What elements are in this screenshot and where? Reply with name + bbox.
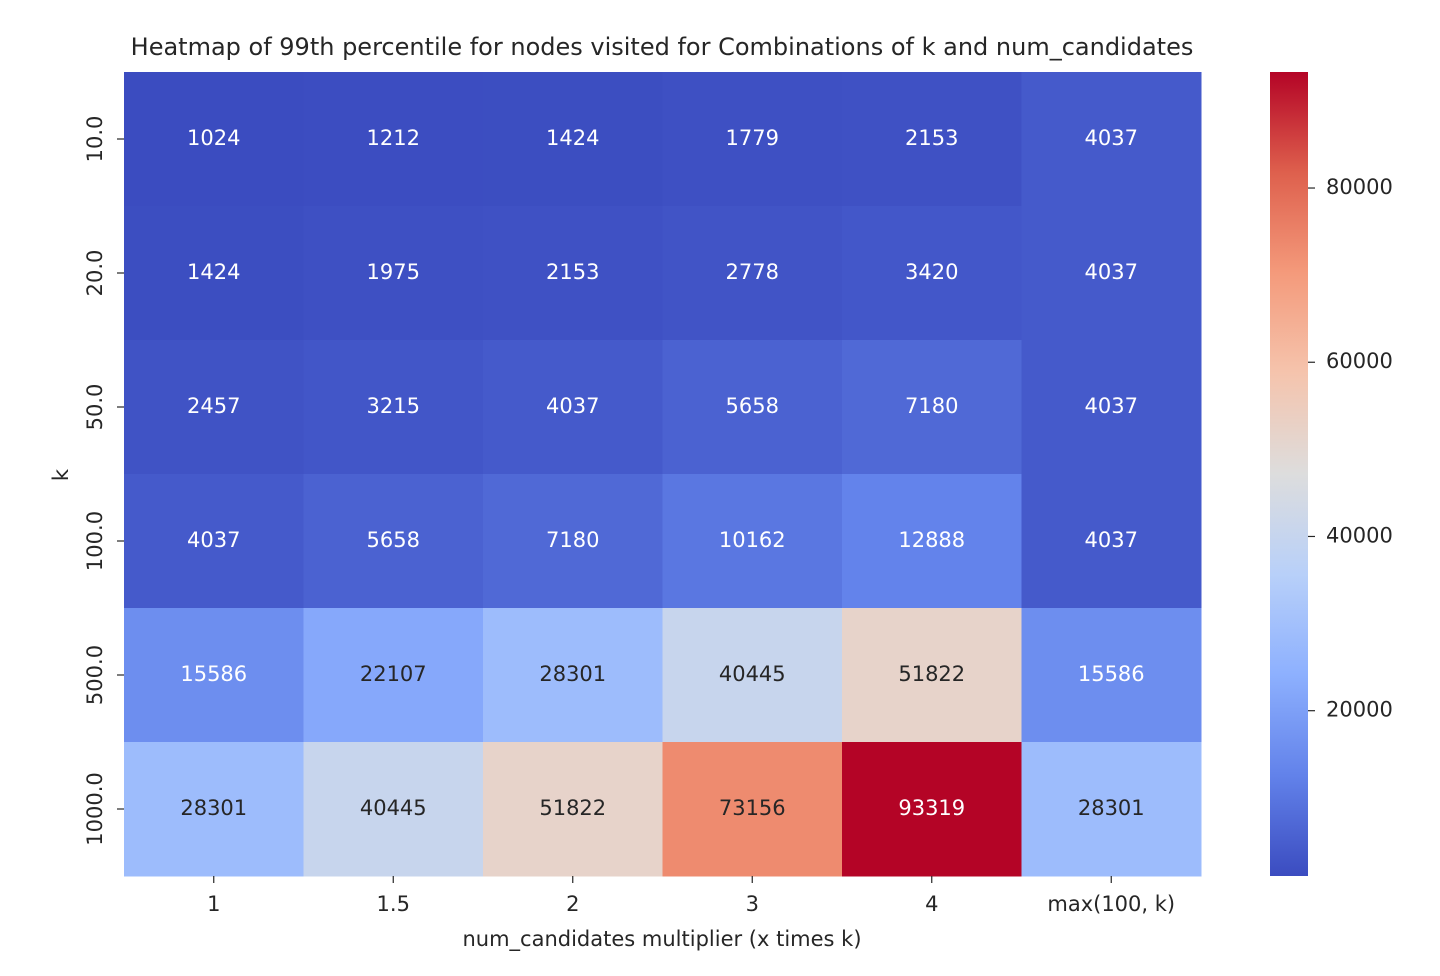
cell-label: 2778 <box>726 260 779 284</box>
heatmap-cell <box>124 72 304 207</box>
heatmap-cell <box>124 742 304 877</box>
cell-label: 28301 <box>539 662 606 686</box>
x-tick-label: max(100, k) <box>1047 892 1175 916</box>
heatmap-cell <box>303 72 484 207</box>
heatmap-cell <box>842 608 1022 743</box>
cell-label: 3215 <box>367 394 420 418</box>
heatmap-cell <box>303 206 484 341</box>
cell-label: 3420 <box>905 260 958 284</box>
heatmap-cell <box>1021 206 1202 341</box>
heatmap-cell <box>483 206 663 341</box>
heatmap-cell <box>662 340 843 475</box>
heatmap-cell <box>303 474 484 609</box>
cell-label: 40445 <box>719 662 786 686</box>
cell-label: 12888 <box>898 528 965 552</box>
cell-label: 1024 <box>187 126 240 150</box>
heatmap-cell <box>124 474 304 609</box>
heatmap-cell <box>483 72 663 207</box>
cell-label: 15586 <box>180 662 247 686</box>
cell-label: 7180 <box>905 394 958 418</box>
heatmap-cell <box>1021 608 1202 743</box>
colorbar <box>1270 72 1308 876</box>
cell-label: 4037 <box>1085 394 1138 418</box>
cell-label: 1424 <box>546 126 599 150</box>
heatmap-cell <box>483 474 663 609</box>
heatmap-cell <box>1021 340 1202 475</box>
heatmap-cell <box>842 72 1022 207</box>
cell-label: 7180 <box>546 528 599 552</box>
heatmap-cell <box>483 340 663 475</box>
x-tick-label: 4 <box>925 892 938 916</box>
cell-label: 28301 <box>1078 796 1145 820</box>
heatmap-cell <box>662 474 843 609</box>
y-tick-label: 10.0 <box>83 116 107 163</box>
cell-label: 15586 <box>1078 662 1145 686</box>
heatmap-cell <box>662 206 843 341</box>
heatmap-cell <box>842 742 1022 877</box>
heatmap-cell <box>483 608 663 743</box>
y-axis-label: k <box>49 468 73 481</box>
x-axis-label: num_candidates multiplier (x times k) <box>462 927 861 952</box>
heatmap-cell <box>303 340 484 475</box>
heatmap-cell <box>483 742 663 877</box>
x-tick-label: 1 <box>207 892 220 916</box>
heatmap-cell <box>1021 72 1202 207</box>
cell-label: 10162 <box>719 528 786 552</box>
cell-label: 1212 <box>367 126 420 150</box>
colorbar-tick-label: 80000 <box>1326 175 1393 199</box>
heatmap-cell <box>1021 474 1202 609</box>
x-tick-label: 2 <box>566 892 579 916</box>
heatmap-cell <box>662 608 843 743</box>
heatmap-cell <box>662 72 843 207</box>
cell-label: 51822 <box>539 796 606 820</box>
x-tick-label: 3 <box>746 892 759 916</box>
colorbar-tick-label: 40000 <box>1326 523 1393 547</box>
cell-label: 2153 <box>546 260 599 284</box>
cell-label: 4037 <box>1085 260 1138 284</box>
heatmap-cell <box>842 340 1022 475</box>
cell-label: 1975 <box>367 260 420 284</box>
y-tick-label: 500.0 <box>83 645 107 705</box>
heatmap-cell <box>842 206 1022 341</box>
cell-label: 40445 <box>360 796 427 820</box>
cell-label: 73156 <box>719 796 786 820</box>
cell-label: 4037 <box>546 394 599 418</box>
y-tick-label: 1000.0 <box>83 772 107 845</box>
heatmap-cell <box>124 206 304 341</box>
chart-title: Heatmap of 99th percentile for nodes vis… <box>131 33 1194 61</box>
heatmap-cell <box>124 340 304 475</box>
cell-label: 1424 <box>187 260 240 284</box>
colorbar-tick-label: 20000 <box>1326 698 1393 722</box>
cell-label: 22107 <box>360 662 427 686</box>
cell-label: 1779 <box>726 126 779 150</box>
cell-label: 4037 <box>1085 528 1138 552</box>
y-tick-label: 50.0 <box>83 384 107 431</box>
cell-label: 93319 <box>898 796 965 820</box>
y-tick-label: 100.0 <box>83 511 107 571</box>
colorbar-tick-label: 60000 <box>1326 349 1393 373</box>
cell-label: 5658 <box>367 528 420 552</box>
cell-label: 4037 <box>1085 126 1138 150</box>
cell-label: 5658 <box>726 394 779 418</box>
cell-label: 4037 <box>187 528 240 552</box>
heatmap-cell <box>303 742 484 877</box>
heatmap-cell <box>1021 742 1202 877</box>
x-tick-label: 1.5 <box>377 892 410 916</box>
cell-label: 2153 <box>905 126 958 150</box>
cell-label: 28301 <box>180 796 247 820</box>
heatmap-cell <box>662 742 843 877</box>
cell-label: 2457 <box>187 394 240 418</box>
heatmap-cell <box>303 608 484 743</box>
y-tick-label: 20.0 <box>83 250 107 297</box>
cell-label: 51822 <box>898 662 965 686</box>
heatmap-cell <box>842 474 1022 609</box>
heatmap-cell <box>124 608 304 743</box>
